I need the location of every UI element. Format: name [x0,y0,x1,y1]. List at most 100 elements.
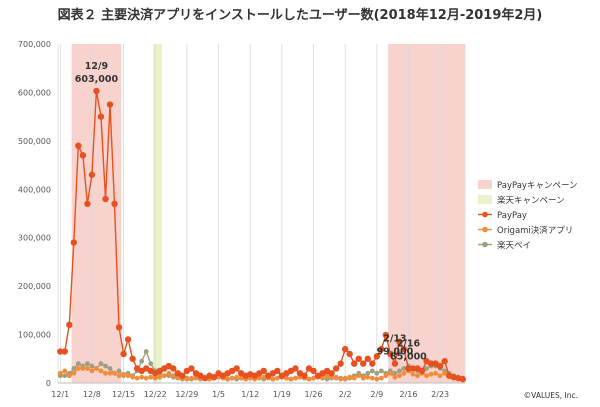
data-point [148,361,154,367]
data-point [111,200,118,208]
data-point [229,375,235,381]
legend-marker [482,226,488,233]
data-point [116,368,122,374]
data-point [378,375,384,381]
x-tick-label: 2/2 [339,390,352,399]
data-point [396,338,403,346]
data-point [351,375,357,381]
data-point [387,370,393,376]
data-point [365,374,371,380]
y-tick-label: 500,000 [18,137,51,146]
x-tick-label: 12/8 [83,390,101,399]
data-point [356,373,362,379]
x-tick-label: 2/23 [431,390,449,399]
data-point [98,361,104,367]
data-point [179,372,186,379]
data-point [310,367,317,375]
data-point [391,360,399,367]
data-point [139,374,145,380]
data-point [405,365,412,372]
x-axis: 12/1 12/8 12/15 12/22 12/29 1/5 1/12 1/19 1/26 2/… [51,382,465,399]
series-PayPay [57,87,466,383]
annotation-value: 99,000 [377,347,414,358]
data-point [157,374,163,380]
legend-item: 楽天ペイ [478,240,531,251]
data-point [283,375,289,381]
y-tick-label: 300,000 [18,234,51,243]
legend-label: Origami決済アプリ [497,225,573,236]
data-point [433,370,439,376]
data-point [256,375,262,381]
data-point [369,360,376,367]
data-point [166,370,172,376]
data-point [106,101,114,108]
data-point [274,367,281,375]
data-point [424,366,429,371]
data-point [112,370,117,376]
data-point [115,324,123,331]
data-point [387,350,394,358]
data-point [351,360,358,367]
chart-title: 図表２ 主要決済アプリをインストールしたユーザー数(2018年12月-2019年… [57,8,543,23]
data-point [392,370,398,376]
data-point [89,368,95,374]
data-point [88,171,96,178]
data-point [332,365,340,372]
data-point [397,368,402,374]
data-point [311,375,316,381]
data-point [392,374,398,380]
data-point [93,87,100,95]
data-point [324,373,330,379]
data-point [342,375,348,381]
series-group [57,87,466,383]
data-point [369,375,375,381]
data-point [415,373,420,379]
x-tick-label: 1/19 [273,390,291,399]
x-tick-label: 12/1 [51,390,69,399]
data-point [427,360,435,367]
x-tick-label: 1/5 [212,390,225,399]
data-point [301,372,308,379]
data-point [139,358,145,364]
data-point [293,375,298,381]
band-2 [388,44,465,383]
x-tick-label: 12/15 [112,390,135,399]
data-point [437,373,443,379]
data-point [170,373,176,379]
legend-label: PayPay [497,211,527,221]
data-point [442,370,448,376]
data-point [71,366,77,371]
data-point [116,373,122,379]
legend-marker [482,241,488,248]
data-point [234,374,240,380]
y-tick-label: 200,000 [18,282,51,291]
data-point [61,348,68,355]
data-point [346,350,353,358]
data-point [80,366,86,371]
data-point [436,362,444,370]
data-point [84,366,90,371]
data-point [260,367,267,375]
y-tick-label: 100,000 [18,331,51,340]
legend-label: 楽天ペイ [497,240,531,251]
data-point [161,373,167,379]
data-point [347,374,353,380]
y-tick-label: 0 [46,379,51,388]
data-point [225,376,230,382]
data-point [121,371,126,377]
data-point [364,355,371,362]
gridlines [57,44,466,383]
data-point [66,373,72,379]
data-point [261,374,267,380]
data-point [292,365,299,372]
data-point [89,363,95,369]
data-point [410,371,416,377]
data-point [378,368,384,374]
x-tick-label: 2/16 [399,390,417,399]
data-point [428,371,434,377]
annotation-value: 85,000 [390,351,427,362]
y-tick-label: 400,000 [18,185,51,194]
data-point [270,376,276,382]
